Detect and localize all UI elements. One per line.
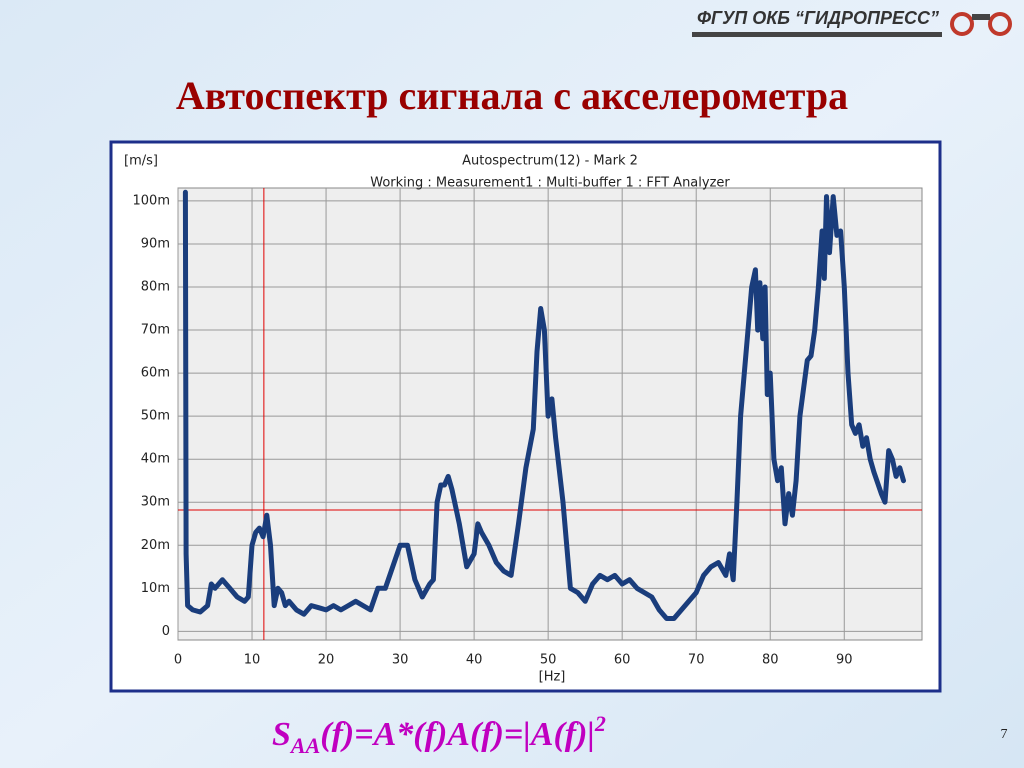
page-number: 7 bbox=[1001, 727, 1008, 742]
x-tick-label: 50 bbox=[540, 653, 557, 668]
x-tick-label: 10 bbox=[244, 653, 261, 668]
y-tick-label: 20m bbox=[141, 538, 170, 553]
y-tick-label: 70m bbox=[141, 323, 170, 338]
chart-subtitle: Working : Measurement1 : Multi-buffer 1 … bbox=[370, 176, 730, 191]
x-tick-label: 30 bbox=[392, 653, 409, 668]
y-tick-label: 30m bbox=[141, 495, 170, 510]
y-tick-label: 40m bbox=[141, 452, 170, 467]
logo: ФГУП ОКБ “ГИДРОПРЕСС” bbox=[697, 8, 939, 28]
y-tick-label: 60m bbox=[141, 366, 170, 381]
data-line bbox=[182, 189, 906, 621]
formula: SAA(f)=A*(f)A(f)=|A(f)|2 bbox=[272, 711, 606, 758]
formula-part: AA bbox=[289, 733, 320, 758]
x-axis-label: [Hz] bbox=[539, 670, 566, 685]
y-tick-label: 10m bbox=[141, 581, 170, 596]
chart-title: Autospectrum(12) - Mark 2 bbox=[462, 154, 638, 169]
formula-part: S bbox=[272, 716, 291, 753]
y-tick-label: 50m bbox=[141, 409, 170, 424]
formula-part: 2 bbox=[594, 711, 606, 736]
y-axis-label: [m/s] bbox=[124, 154, 158, 169]
x-tick-label: 40 bbox=[466, 653, 483, 668]
logo-bar bbox=[692, 32, 942, 37]
x-tick-label: 90 bbox=[836, 653, 853, 668]
x-tick-label: 60 bbox=[614, 653, 631, 668]
x-tick-label: 0 bbox=[174, 653, 182, 668]
y-tick-label: 90m bbox=[141, 236, 170, 251]
x-tick-label: 80 bbox=[762, 653, 779, 668]
x-tick-label: 20 bbox=[318, 653, 335, 668]
y-tick-label: 100m bbox=[133, 193, 170, 208]
slide-title: Автоспектр сигнала с акселерометра bbox=[176, 73, 848, 118]
formula-part: (f)=A*(f)A(f)=|A(f)| bbox=[320, 716, 595, 753]
y-tick-label: 80m bbox=[141, 280, 170, 295]
x-tick-label: 70 bbox=[688, 653, 705, 668]
logo-icon bbox=[988, 12, 1012, 36]
logo-icon bbox=[972, 14, 990, 20]
y-tick-label: 0 bbox=[162, 624, 170, 639]
logo-icon bbox=[950, 12, 974, 36]
